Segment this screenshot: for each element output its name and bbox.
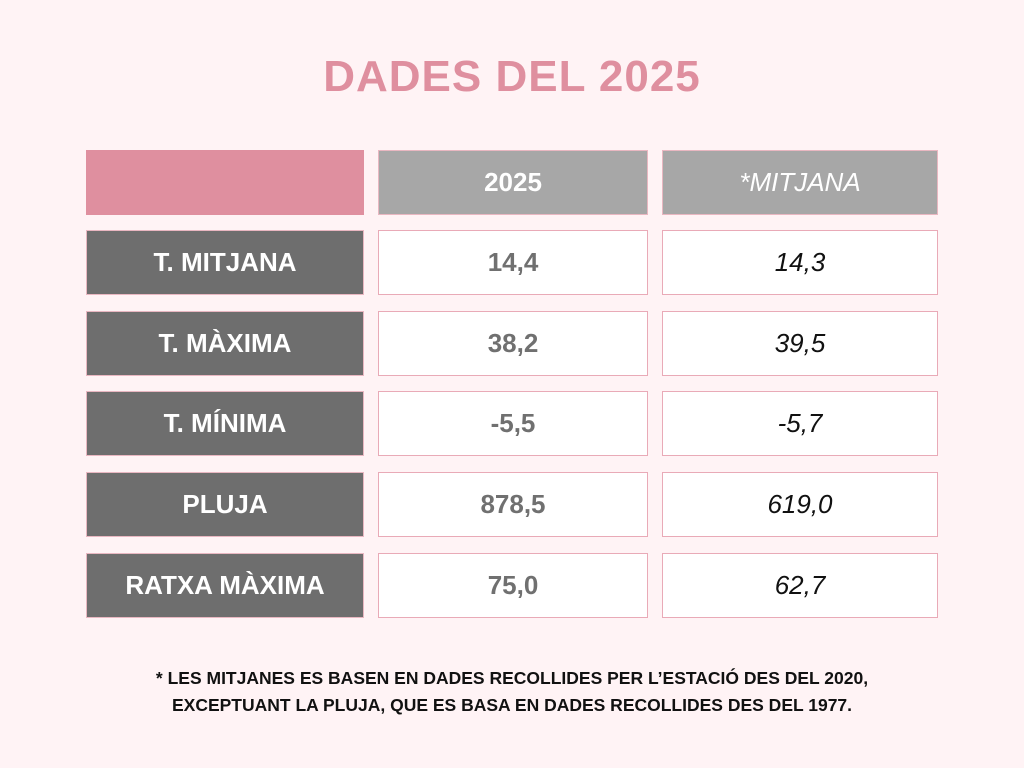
row-label-t-maxima: T. MÀXIMA — [86, 311, 364, 376]
row-label-t-mitjana: T. MITJANA — [86, 230, 364, 295]
page-title: DADES DEL 2025 — [323, 52, 701, 101]
value-2025-ratxa-maxima: 75,0 — [378, 553, 648, 618]
value-mitjana-pluja: 619,0 — [662, 472, 938, 537]
row-label-pluja: PLUJA — [86, 472, 364, 537]
value-mitjana-t-mitjana: 14,3 — [662, 230, 938, 295]
footnote: * LES MITJANES ES BASEN EN DADES RECOLLI… — [0, 665, 1024, 719]
row-label-t-minima: T. MÍNIMA — [86, 391, 364, 456]
value-mitjana-t-maxima: 39,5 — [662, 311, 938, 376]
value-2025-t-maxima: 38,2 — [378, 311, 648, 376]
value-2025-t-minima: -5,5 — [378, 391, 648, 456]
table-corner-cell — [86, 150, 364, 215]
value-2025-t-mitjana: 14,4 — [378, 230, 648, 295]
column-header-2025: 2025 — [378, 150, 648, 215]
row-label-ratxa-maxima: RATXA MÀXIMA — [86, 553, 364, 618]
column-header-mitjana: *MITJANA — [662, 150, 938, 215]
footnote-line-1: * LES MITJANES ES BASEN EN DADES RECOLLI… — [155, 668, 869, 688]
value-mitjana-ratxa-maxima: 62,7 — [662, 553, 938, 618]
value-mitjana-t-minima: -5,7 — [662, 391, 938, 456]
value-2025-pluja: 878,5 — [378, 472, 648, 537]
footnote-line-2: EXCEPTUANT LA PLUJA, QUE ES BASA EN DADE… — [171, 695, 853, 715]
